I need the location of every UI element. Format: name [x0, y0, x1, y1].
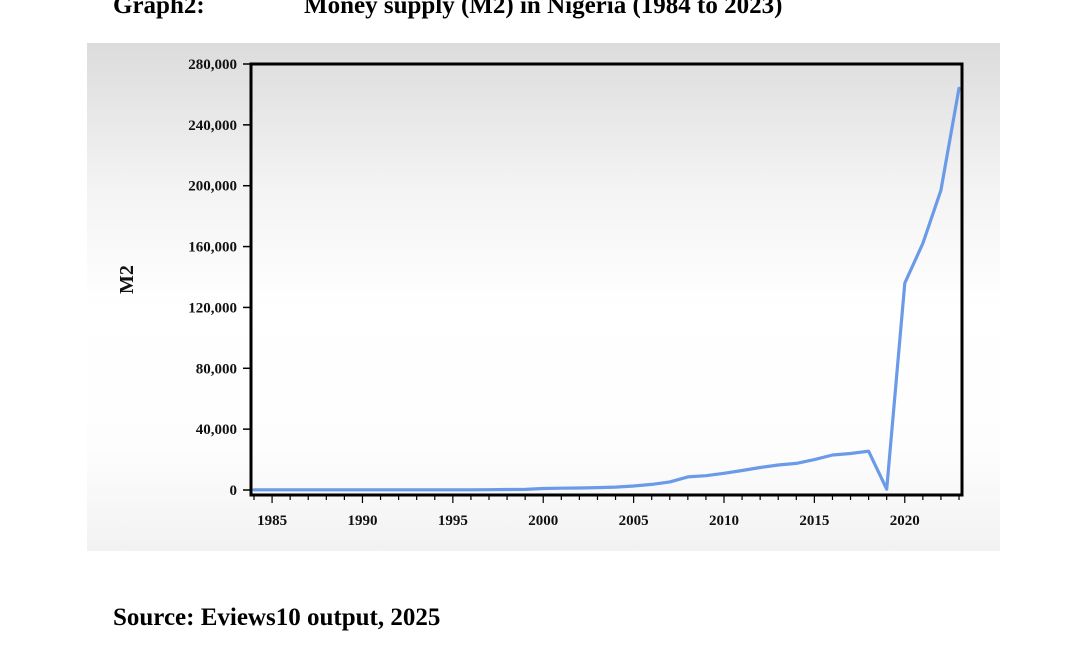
plot-frame [249, 62, 964, 497]
x-tick-label: 1995 [438, 513, 468, 529]
x-tick-label: 2010 [709, 513, 739, 529]
y-tick-label: 120,000 [188, 300, 237, 316]
x-tick-label: 2000 [528, 513, 558, 529]
graph-label: Graph2: [113, 0, 205, 19]
y-tick-label: 240,000 [188, 118, 237, 134]
y-axis-ticks: 0 40,000 80,000 120,000 160,000 200,000 240,00… [188, 57, 251, 499]
y-tick-label: 160,000 [188, 240, 237, 256]
x-tick-label: 1990 [347, 513, 377, 529]
x-tick-label: 2020 [890, 513, 920, 529]
x-tick-label: 2005 [619, 513, 649, 529]
y-tick-label: 40,000 [196, 422, 237, 438]
source-note: Source: Eviews10 output, 2025 [113, 604, 441, 631]
series-line-m2 [252, 86, 961, 492]
y-tick-label: 280,000 [188, 57, 237, 73]
y-axis-label: M2 [116, 265, 138, 294]
chart-panel: 0 40,000 80,000 120,000 160,000 200,000 240,00… [87, 43, 1000, 551]
m2-line-chart: 0 40,000 80,000 120,000 160,000 200,000 240,00… [116, 57, 964, 529]
chart-title: Money supply (M2) in Nigeria (1984 to 20… [304, 0, 783, 19]
y-tick-label: 80,000 [196, 361, 237, 377]
x-axis-ticks: 1985 1990 1995 2000 2005 2010 2015 2020 [253, 495, 960, 529]
x-tick-label: 1985 [257, 513, 287, 529]
y-tick-label: 200,000 [188, 179, 237, 195]
x-tick-label: 2015 [799, 513, 829, 529]
y-tick-label: 0 [230, 483, 238, 499]
